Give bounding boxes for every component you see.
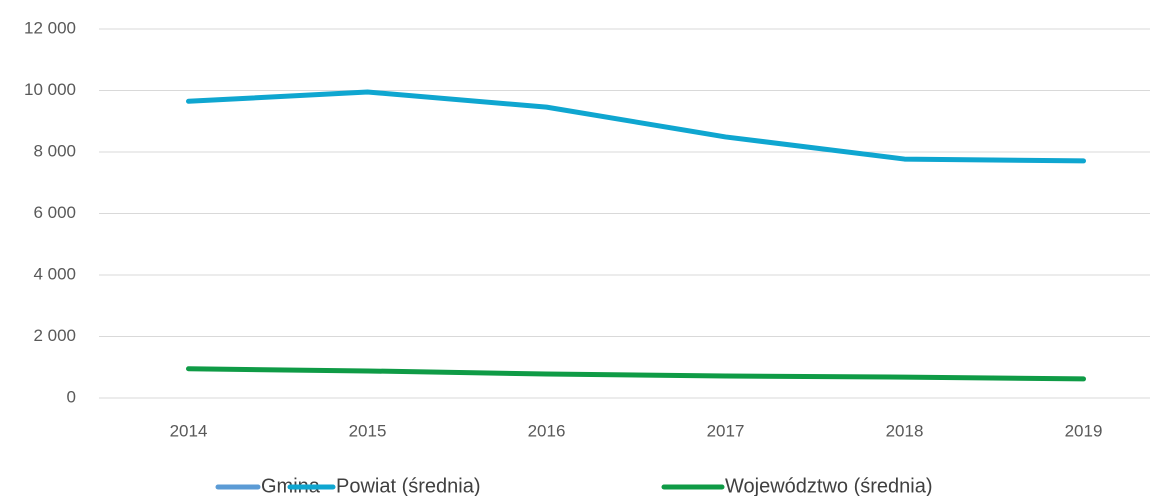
y-tick-label: 8 000 (33, 141, 76, 160)
y-tick-label: 10 000 (24, 80, 76, 99)
x-tick-label: 2016 (528, 421, 566, 440)
x-tick-label: 2019 (1065, 421, 1103, 440)
y-tick-label: 2 000 (33, 326, 76, 345)
x-tick-label: 2018 (886, 421, 924, 440)
x-tick-label: 2015 (349, 421, 387, 440)
y-tick-label: 12 000 (24, 18, 76, 37)
series-line (186, 366, 1086, 382)
series-line (186, 89, 1086, 164)
legend-label: Powiat (średnia) (336, 475, 481, 496)
y-tick-label: 0 (67, 387, 76, 406)
y-tick-label: 4 000 (33, 264, 76, 283)
x-tick-label: 2014 (170, 421, 208, 440)
legend-label: Województwo (średnia) (725, 475, 933, 496)
y-tick-label: 6 000 (33, 203, 76, 222)
x-tick-label: 2017 (707, 421, 745, 440)
